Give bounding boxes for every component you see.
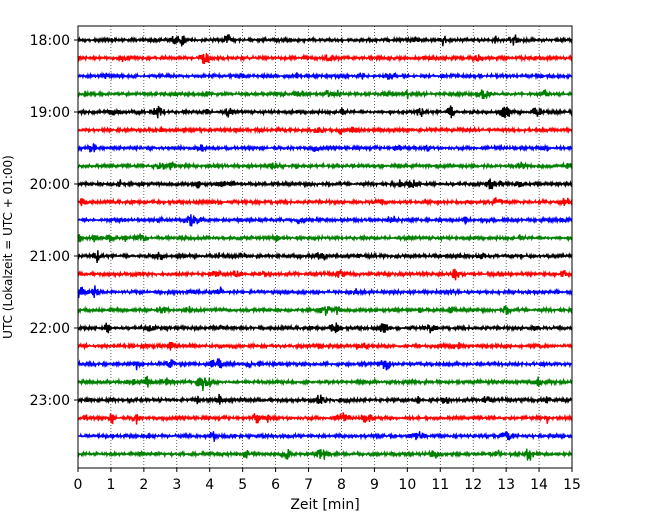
trace-2100	[77, 250, 573, 264]
trace-2215	[77, 341, 573, 351]
x-tick-label-0: 0	[74, 477, 83, 493]
x-tick-label-4: 4	[205, 477, 214, 493]
y-tick-label-4: 22:00	[30, 321, 70, 337]
trace-2030	[77, 214, 573, 227]
trace-1830	[77, 71, 573, 81]
x-tick-label-11: 11	[431, 477, 449, 493]
trace-1800	[77, 34, 573, 47]
trace-2330	[77, 431, 573, 442]
trace-2015	[77, 197, 573, 207]
x-tick-label-15: 15	[563, 477, 581, 493]
plot-frame	[77, 25, 573, 469]
y-tick-label-3: 21:00	[30, 249, 70, 265]
x-tick-label-5: 5	[238, 477, 247, 493]
x-axis-ticks: 0 1 2 3 4 5 6 7 8 9 10 11 12 13 14 15	[74, 468, 581, 493]
y-tick-label-5: 23:00	[30, 393, 70, 409]
trace-2230	[77, 358, 573, 371]
trace-2200	[77, 322, 573, 334]
x-axis-label: Zeit [min]	[290, 497, 359, 513]
x-tick-label-2: 2	[139, 477, 148, 493]
trace-2000	[77, 178, 573, 190]
x-tick-label-9: 9	[370, 477, 379, 493]
trace-2145	[77, 305, 573, 316]
x-tick-label-12: 12	[464, 477, 482, 493]
trace-2300	[77, 393, 573, 405]
y-axis-label: UTC (Lokalzeit = UTC + 01:00)	[1, 155, 15, 339]
trace-2345	[77, 448, 573, 461]
trace-1915	[77, 125, 573, 136]
trace-1845	[77, 89, 573, 100]
y-axis-ticks: 18:00 19:00 20:00 21:00 22:00 23:00	[30, 33, 78, 409]
y-tick-label-0: 18:00	[30, 33, 70, 49]
trace-2315	[77, 412, 573, 425]
trace-2245	[77, 375, 573, 391]
x-tick-label-3: 3	[172, 477, 181, 493]
trace-1900	[77, 105, 573, 119]
x-tick-label-8: 8	[337, 477, 346, 493]
x-tick-label-13: 13	[497, 477, 515, 493]
y-tick-label-2: 20:00	[30, 177, 70, 193]
trace-1945	[77, 161, 573, 171]
x-tick-label-7: 7	[304, 477, 313, 493]
trace-2045	[77, 232, 573, 243]
x-tick-label-6: 6	[271, 477, 280, 493]
x-tick-label-1: 1	[106, 477, 115, 493]
x-tick-label-14: 14	[530, 477, 548, 493]
trace-2115	[77, 268, 573, 281]
x-tick-label-10: 10	[398, 477, 416, 493]
trace-2130	[77, 285, 573, 299]
y-tick-label-1: 19:00	[30, 105, 70, 121]
seismogram-traces	[77, 34, 573, 461]
trace-1930	[77, 143, 573, 153]
trace-1815	[77, 53, 573, 65]
